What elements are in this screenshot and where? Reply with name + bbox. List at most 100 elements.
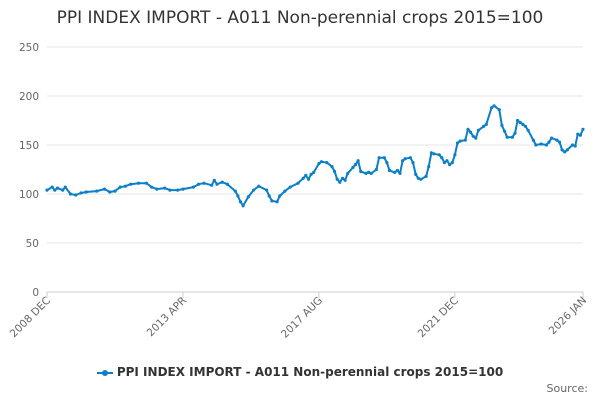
data-point: [466, 127, 470, 131]
data-point: [50, 185, 54, 189]
legend[interactable]: PPI INDEX IMPORT - A011 Non-perennial cr…: [0, 365, 600, 379]
data-point: [453, 153, 457, 157]
data-point: [163, 186, 167, 190]
data-point: [377, 156, 381, 160]
data-point: [150, 185, 154, 189]
data-point: [408, 156, 412, 160]
data-point: [382, 156, 386, 160]
data-point: [225, 182, 229, 186]
data-point: [432, 152, 436, 156]
data-point: [398, 171, 402, 175]
data-point: [353, 163, 358, 167]
data-point: [476, 128, 480, 132]
data-point: [168, 188, 172, 192]
legend-label: PPI INDEX IMPORT - A011 Non-perennial cr…: [116, 365, 504, 379]
data-point: [351, 165, 355, 170]
data-point: [455, 141, 460, 145]
data-point: [53, 188, 57, 192]
data-point: [220, 180, 224, 184]
data-point: [181, 187, 185, 191]
data-point: [267, 194, 271, 198]
data-point: [325, 161, 329, 165]
data-point: [202, 181, 206, 185]
x-tick-label: 2017 AUG: [279, 295, 325, 341]
x-axis: 2008 DEC 2013 APR 2017 AUG 2021 DEC 2026 JAN: [8, 291, 589, 341]
data-point: [474, 136, 478, 140]
data-point: [463, 138, 467, 142]
data-point: [445, 159, 449, 163]
data-point: [500, 123, 504, 127]
data-point: [489, 106, 494, 110]
data-point: [563, 150, 567, 154]
data-point: [547, 140, 551, 144]
data-point: [497, 108, 501, 112]
data-point: [359, 169, 363, 174]
data-point: [565, 148, 569, 152]
data-point: [275, 200, 279, 204]
data-point: [55, 186, 60, 190]
data-point: [578, 133, 583, 137]
data-point: [257, 184, 261, 188]
data-point: [448, 163, 452, 167]
data-point: [118, 185, 122, 189]
data-point: [252, 188, 256, 192]
data-point: [364, 171, 368, 175]
data-point: [191, 185, 195, 189]
data-point: [84, 190, 88, 194]
data-point: [401, 159, 405, 163]
data-point: [45, 188, 49, 192]
data-point: [212, 178, 216, 182]
data-point: [155, 187, 159, 191]
data-point: [414, 172, 418, 176]
data-point: [581, 127, 585, 131]
chart-title: PPI INDEX IMPORT - A011 Non-perennial cr…: [56, 8, 544, 28]
data-point: [68, 192, 73, 196]
data-point: [505, 135, 509, 139]
data-point: [440, 156, 444, 160]
data-point: [550, 136, 554, 140]
data-point: [518, 120, 522, 125]
data-point: [338, 180, 342, 184]
data-point: [356, 159, 360, 163]
data-point: [557, 140, 562, 144]
data-point: [296, 181, 300, 185]
data-point: [215, 182, 219, 186]
data-point: [270, 199, 274, 203]
data-point: [123, 184, 127, 188]
data-point: [309, 172, 313, 176]
x-tick-label: 2013 APR: [145, 295, 189, 339]
x-tick-label: 2021 DEC: [416, 295, 461, 340]
data-point: [442, 161, 446, 165]
data-point: [516, 118, 520, 123]
data-point: [458, 139, 462, 143]
data-point: [416, 176, 420, 180]
data-point: [238, 200, 243, 204]
data-point: [108, 190, 112, 194]
data-point: [236, 194, 240, 198]
data-point: [79, 191, 83, 195]
data-point: [312, 170, 316, 174]
data-point: [288, 185, 292, 189]
data-point: [437, 153, 441, 157]
data-point: [429, 151, 433, 155]
data-point: [526, 128, 530, 132]
data-point: [335, 177, 339, 181]
data-point: [539, 142, 543, 146]
data-point: [419, 177, 423, 181]
data-point: [283, 189, 287, 193]
data-point: [393, 170, 397, 174]
data-point: [210, 183, 214, 187]
y-tick-label: 150: [19, 140, 39, 152]
y-tick-label: 50: [26, 238, 39, 250]
data-point: [523, 124, 528, 128]
data-point: [241, 204, 245, 208]
data-point: [144, 181, 148, 185]
data-point: [510, 135, 514, 139]
y-tick-label: 0: [32, 287, 39, 299]
data-point: [385, 161, 389, 165]
data-point: [482, 124, 486, 128]
x-tick-label: 2026 JAN: [547, 295, 589, 337]
data-point: [424, 174, 428, 178]
data-point: [573, 144, 577, 148]
